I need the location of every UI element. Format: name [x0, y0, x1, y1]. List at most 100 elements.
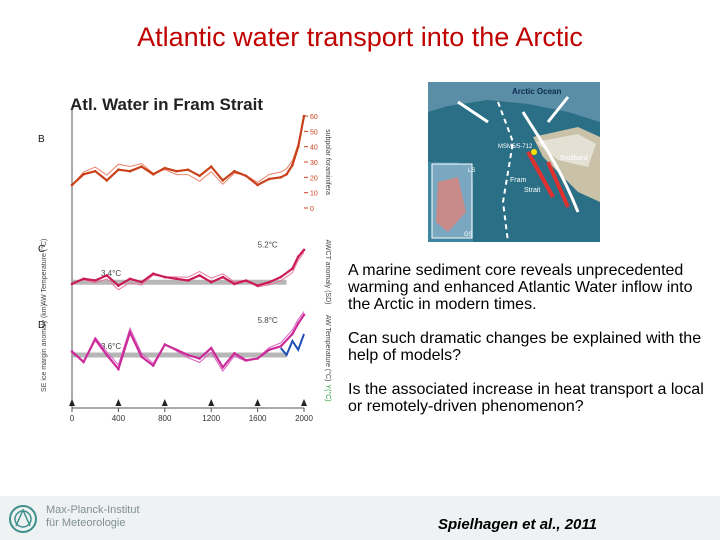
data-point	[117, 367, 120, 371]
data-point	[117, 168, 120, 171]
data-point	[279, 176, 283, 179]
map-label-svalbard: Svalbard	[560, 155, 588, 162]
data-point	[302, 248, 306, 252]
data-point	[233, 352, 236, 355]
right-axis-label: AW Temperature (°C)	[324, 315, 332, 382]
data-point	[279, 275, 283, 279]
left-axis-label: AW Temperature (°C)	[40, 239, 48, 306]
right-axis-label: AWCT anomaly (SD)	[324, 240, 331, 305]
data-point	[256, 357, 259, 360]
left-axis-label: SE ice margin anomaly (km)	[41, 304, 48, 392]
data-point	[140, 280, 143, 284]
right-axis-label-e: Y(°C)	[324, 384, 332, 401]
map-label-gs: GS	[464, 232, 473, 238]
data-point	[175, 348, 178, 352]
series-line-thin	[71, 252, 305, 291]
age-marker	[301, 399, 307, 406]
data-point	[221, 366, 225, 369]
data-point	[117, 284, 120, 287]
series-line-bold	[71, 249, 305, 287]
age-marker	[161, 399, 168, 406]
right-tick-label: 60	[310, 114, 318, 121]
citation: Spielhagen et al., 2011	[438, 516, 597, 533]
data-point	[82, 277, 85, 281]
data-point	[105, 353, 109, 357]
right-tick-label: 30	[310, 160, 318, 167]
data-point	[105, 179, 109, 182]
map-label-ls: LS	[468, 168, 475, 174]
data-point	[198, 357, 201, 360]
mpi-logo-icon	[9, 505, 37, 533]
institute-name: Max-Planck-Institut für Meteorologie	[46, 504, 140, 530]
data-point	[267, 280, 271, 284]
data-point	[175, 277, 178, 281]
data-point	[93, 169, 97, 173]
data-point	[198, 174, 201, 178]
data-point	[93, 279, 97, 282]
data-point	[256, 183, 259, 187]
data-point	[175, 169, 178, 173]
bullet-2: Can such dramatic changes be explained w…	[348, 330, 702, 364]
x-tick-label: 2000	[295, 414, 313, 423]
age-marker	[69, 399, 75, 406]
data-point	[209, 346, 213, 350]
bullet-3: Is the associated increase in heat trans…	[348, 381, 704, 415]
data-point	[151, 364, 155, 367]
right-tick-label: 50	[310, 129, 318, 136]
data-point	[70, 350, 74, 353]
map-label-core: MSM5/5-712	[498, 144, 533, 150]
panel-letter: C	[38, 244, 45, 255]
series-line-thin	[71, 311, 305, 372]
data-point	[105, 274, 109, 277]
right-tick-label: 10	[310, 191, 318, 198]
data-point	[267, 177, 271, 181]
data-point	[186, 168, 190, 171]
data-point	[209, 165, 213, 168]
age-marker	[254, 399, 261, 406]
data-point	[151, 272, 155, 275]
data-point	[163, 275, 167, 279]
chart-svg: Atl. Water in Fram Strait 0 400 800 1200 160…	[22, 88, 332, 433]
age-marker	[115, 399, 122, 406]
data-point	[70, 183, 74, 187]
data-point	[256, 284, 259, 287]
right-tick-label: 0	[310, 206, 314, 213]
modern-temp-label: 5.8°C	[258, 316, 278, 325]
data-point	[82, 360, 85, 364]
x-tick-label: 0	[70, 414, 75, 423]
series-line-thin	[71, 115, 305, 186]
data-point	[302, 313, 306, 317]
map-label-arctic-ocean: Arctic Ocean	[512, 87, 561, 96]
map-image: Arctic Ocean MSM5/5-712 Svalbard Fram St…	[428, 82, 600, 243]
data-point	[244, 174, 248, 178]
modern-temp-label: 5.2°C	[258, 241, 278, 250]
data-point	[296, 255, 300, 258]
chart-title: Atl. Water in Fram Strait	[70, 95, 263, 114]
right-axis-label: subpolar foraminifera	[324, 129, 331, 195]
data-point	[291, 267, 294, 270]
data-point	[186, 279, 190, 282]
data-point	[291, 163, 294, 167]
data-point	[186, 353, 190, 357]
data-point	[233, 282, 236, 286]
blue-series-line	[280, 333, 305, 357]
data-point	[267, 348, 271, 352]
map-label-strait: Strait	[524, 187, 540, 194]
slide-title: Atlantic water transport into the Arctic	[137, 22, 583, 52]
data-point	[291, 332, 294, 336]
data-point	[82, 173, 85, 176]
data-point	[163, 343, 167, 346]
data-point	[221, 179, 225, 182]
footer-bar: Max-Planck-Institut für Meteorologie	[0, 496, 720, 540]
x-tick-label: 400	[112, 414, 126, 423]
right-tick-label: 40	[310, 145, 318, 152]
data-point	[151, 173, 155, 176]
figure-panel: Atl. Water in Fram Strait 0 400 800 1200 160…	[22, 88, 332, 433]
series-line-bold	[71, 314, 305, 372]
data-point	[296, 322, 300, 325]
mean-temp-label: 3.4°C	[101, 269, 121, 278]
data-point	[285, 173, 288, 176]
data-point	[209, 280, 213, 284]
data-point	[70, 282, 74, 286]
data-point	[221, 275, 225, 279]
